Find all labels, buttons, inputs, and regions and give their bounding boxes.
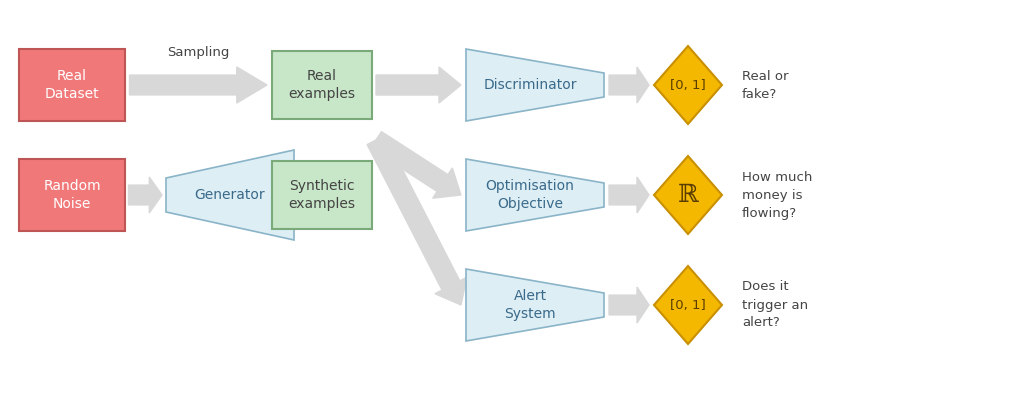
- Polygon shape: [466, 49, 604, 121]
- Text: Discriminator: Discriminator: [483, 78, 577, 92]
- Text: Does it
trigger an
alert?: Does it trigger an alert?: [742, 280, 808, 329]
- Text: [0, 1]: [0, 1]: [670, 79, 706, 92]
- Text: Optimisation
Objective: Optimisation Objective: [485, 179, 574, 211]
- Polygon shape: [267, 177, 298, 213]
- Polygon shape: [466, 269, 604, 341]
- Text: [0, 1]: [0, 1]: [670, 299, 706, 312]
- Text: How much
money is
flowing?: How much money is flowing?: [742, 171, 812, 220]
- Text: Generator: Generator: [195, 188, 265, 202]
- Text: Sampling: Sampling: [167, 46, 229, 59]
- Text: Synthetic
examples: Synthetic examples: [289, 179, 355, 211]
- Text: Random
Noise: Random Noise: [43, 179, 100, 211]
- Text: Alert
System: Alert System: [504, 289, 556, 321]
- Polygon shape: [371, 132, 461, 198]
- Text: ℝ: ℝ: [678, 184, 698, 207]
- Polygon shape: [609, 67, 649, 103]
- Polygon shape: [654, 156, 722, 234]
- Text: Real
Dataset: Real Dataset: [45, 69, 99, 101]
- Text: Real or
fake?: Real or fake?: [742, 70, 788, 100]
- Polygon shape: [166, 150, 294, 240]
- Polygon shape: [128, 177, 162, 213]
- Bar: [19, 49, 125, 121]
- Polygon shape: [376, 67, 461, 103]
- Bar: [272, 161, 372, 229]
- Polygon shape: [654, 266, 722, 344]
- Polygon shape: [654, 46, 722, 124]
- Polygon shape: [368, 135, 467, 305]
- Bar: [272, 51, 372, 119]
- Polygon shape: [609, 287, 649, 323]
- Text: Real
examples: Real examples: [289, 69, 355, 101]
- Polygon shape: [609, 177, 649, 213]
- Bar: [19, 159, 125, 231]
- Polygon shape: [129, 67, 267, 103]
- Polygon shape: [466, 159, 604, 231]
